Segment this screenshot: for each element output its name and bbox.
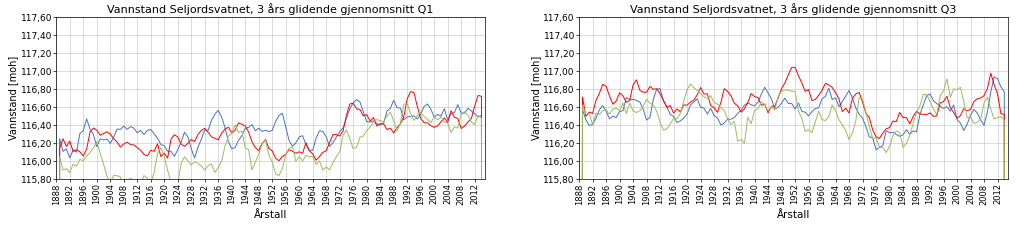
August: [749, 95, 761, 98]
Y-axis label: Vannstand [moh]: Vannstand [moh]: [8, 56, 17, 140]
Legend: Juli, August, September: Juli, August, September: [678, 245, 908, 249]
Januar: [226, 147, 238, 150]
September: [944, 96, 957, 99]
Line: August: August: [579, 67, 1008, 249]
Juli: [749, 104, 761, 107]
Juli: [941, 105, 953, 108]
Januar: [209, 113, 221, 116]
Juli: [731, 112, 744, 115]
Title: Vannstand Seljordsvatnet, 3 års glidende gjennomsnitt Q1: Vannstand Seljordsvatnet, 3 års glidende…: [107, 3, 434, 15]
August: [677, 103, 690, 106]
Mars: [209, 171, 221, 174]
Februar: [421, 122, 434, 124]
September: [985, 108, 997, 111]
Januar: [273, 114, 285, 117]
Februar: [154, 155, 167, 158]
August: [789, 66, 801, 69]
September: [796, 117, 808, 120]
Februar: [404, 90, 416, 93]
September: [749, 109, 761, 112]
X-axis label: Årstall: Årstall: [254, 210, 287, 220]
Februar: [273, 159, 285, 162]
Line: Februar: Februar: [56, 91, 485, 249]
September: [731, 140, 744, 143]
Mars: [461, 114, 474, 117]
Mars: [154, 146, 167, 149]
Februar: [226, 131, 238, 134]
August: [944, 106, 957, 109]
Januar: [351, 98, 363, 101]
Line: Juli: Juli: [579, 77, 1008, 249]
Mars: [421, 118, 434, 121]
Januar: [461, 107, 474, 110]
Juli: [988, 75, 1000, 78]
Juli: [981, 110, 993, 113]
Line: September: September: [579, 79, 1008, 249]
September: [941, 77, 953, 80]
Title: Vannstand Seljordsvatnet, 3 års glidende gjennomsnitt Q3: Vannstand Seljordsvatnet, 3 års glidende…: [630, 3, 957, 15]
August: [731, 104, 744, 107]
Januar: [154, 143, 167, 146]
Legend: Januar, Februar, Mars: Januar, Februar, Mars: [162, 245, 380, 249]
Line: Mars: Mars: [56, 104, 485, 249]
Mars: [226, 132, 238, 135]
Februar: [461, 121, 474, 124]
X-axis label: Årstall: Årstall: [776, 210, 810, 220]
Februar: [209, 137, 221, 140]
Januar: [421, 102, 434, 105]
Line: Januar: Januar: [56, 100, 485, 249]
August: [799, 90, 811, 93]
Mars: [401, 102, 413, 105]
Juli: [796, 110, 808, 113]
Y-axis label: Vannstand [moh]: Vannstand [moh]: [531, 56, 541, 140]
September: [677, 100, 690, 103]
Mars: [273, 174, 285, 177]
Juli: [677, 117, 690, 120]
August: [985, 72, 997, 75]
